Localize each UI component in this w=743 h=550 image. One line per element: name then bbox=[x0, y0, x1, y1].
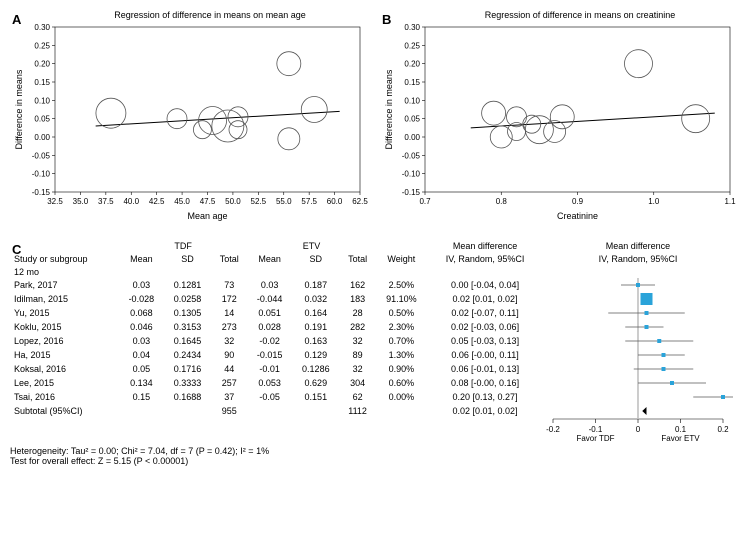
panel-c: C TDF ETV Mean difference Mean differenc… bbox=[10, 240, 733, 466]
panel-b: B Regression of difference in means on c… bbox=[380, 10, 740, 222]
svg-text:1.0: 1.0 bbox=[648, 197, 660, 206]
svg-text:37.5: 37.5 bbox=[98, 197, 114, 206]
svg-text:0.8: 0.8 bbox=[496, 197, 508, 206]
svg-text:Favor ETV: Favor ETV bbox=[661, 434, 700, 442]
svg-text:0.05: 0.05 bbox=[34, 115, 50, 124]
svg-text:40.0: 40.0 bbox=[123, 197, 139, 206]
table-row: Ha, 20150.040.243490-0.0150.129891.30%0.… bbox=[10, 348, 733, 362]
svg-text:0.00: 0.00 bbox=[404, 133, 420, 142]
panel-c-label: C bbox=[12, 242, 21, 257]
md-header: Mean difference bbox=[427, 240, 543, 252]
overall-effect-text: Test for overall effect: Z = 5.15 (P < 0… bbox=[10, 456, 733, 466]
table-row: Koksal, 20160.050.171644-0.010.1286320.9… bbox=[10, 362, 733, 376]
svg-text:1.1: 1.1 bbox=[724, 197, 736, 206]
weight-h: Weight bbox=[376, 252, 427, 266]
table-row: Yu, 20150.0680.1305140.0510.164280.50%0.… bbox=[10, 306, 733, 320]
svg-text:52.5: 52.5 bbox=[251, 197, 267, 206]
svg-text:0.30: 0.30 bbox=[34, 23, 50, 32]
etv-group-label: ETV bbox=[247, 240, 375, 252]
panel-b-label: B bbox=[382, 12, 391, 27]
svg-text:0: 0 bbox=[636, 425, 641, 434]
svg-text:-0.15: -0.15 bbox=[402, 188, 421, 197]
table-row: Tsai, 20160.150.168837-0.050.151620.00%0… bbox=[10, 390, 733, 404]
svg-text:-0.15: -0.15 bbox=[32, 188, 51, 197]
svg-text:0.00: 0.00 bbox=[34, 133, 50, 142]
tdf-mean-h: Mean bbox=[119, 252, 164, 266]
svg-text:-0.10: -0.10 bbox=[402, 170, 421, 179]
md-sub-h: IV, Random, 95%CI bbox=[427, 252, 543, 266]
svg-text:-0.2: -0.2 bbox=[546, 425, 560, 434]
panel-a-title: Regression of difference in means on mea… bbox=[50, 10, 370, 20]
svg-text:45.0: 45.0 bbox=[174, 197, 190, 206]
svg-text:Difference in means: Difference in means bbox=[14, 69, 24, 149]
scatter-chart-b: -0.15 -0.10 -0.05 0.00 0.05 0.10 0.15 0.20 0.25 0… bbox=[380, 22, 740, 222]
table-row: Lopez, 20160.030.164532-0.020.163320.70%… bbox=[10, 334, 733, 348]
svg-text:50.0: 50.0 bbox=[225, 197, 241, 206]
tdf-group-label: TDF bbox=[119, 240, 247, 252]
tdf-sd-h: SD bbox=[164, 252, 211, 266]
svg-text:62.5: 62.5 bbox=[352, 197, 368, 206]
svg-text:60.0: 60.0 bbox=[327, 197, 343, 206]
heterogeneity-text: Heterogeneity: Tau² = 0.00; Chi² = 7.04,… bbox=[10, 446, 733, 456]
study-header: Study or subgroup bbox=[10, 252, 119, 266]
svg-text:0.10: 0.10 bbox=[404, 96, 420, 105]
forest-table: TDF ETV Mean difference Mean difference … bbox=[10, 240, 733, 442]
svg-text:0.1: 0.1 bbox=[675, 425, 687, 434]
svg-text:47.5: 47.5 bbox=[200, 197, 216, 206]
svg-text:0.15: 0.15 bbox=[404, 78, 420, 87]
svg-text:55.0: 55.0 bbox=[276, 197, 292, 206]
svg-text:0.05: 0.05 bbox=[404, 115, 420, 124]
table-row: Lee, 20150.1340.33332570.0530.6293040.60… bbox=[10, 376, 733, 390]
svg-text:-0.1: -0.1 bbox=[589, 425, 603, 434]
svg-text:0.30: 0.30 bbox=[404, 23, 420, 32]
svg-text:0.10: 0.10 bbox=[34, 96, 50, 105]
table-row: Koklu, 20150.0460.31532730.0280.1912822.… bbox=[10, 320, 733, 334]
panel-b-title: Regression of difference in means on cre… bbox=[420, 10, 740, 20]
svg-text:0.25: 0.25 bbox=[404, 41, 420, 50]
svg-text:Difference in means: Difference in means bbox=[384, 69, 394, 149]
svg-text:0.9: 0.9 bbox=[572, 197, 584, 206]
etv-total-h: Total bbox=[340, 252, 376, 266]
svg-text:0.20: 0.20 bbox=[34, 60, 50, 69]
svg-text:Creatinine: Creatinine bbox=[557, 211, 598, 221]
subtotal-row: Subtotal (95%CI)95511120.02 [0.01, 0.02] bbox=[10, 404, 733, 418]
md-header-plot: Mean difference bbox=[543, 240, 733, 252]
svg-text:-0.10: -0.10 bbox=[32, 170, 51, 179]
svg-text:0.25: 0.25 bbox=[34, 41, 50, 50]
svg-text:-0.05: -0.05 bbox=[32, 151, 51, 160]
md-sub-plot-h: IV, Random, 95%CI bbox=[543, 252, 733, 266]
svg-text:0.7: 0.7 bbox=[419, 197, 431, 206]
svg-text:Favor TDF: Favor TDF bbox=[576, 434, 614, 442]
svg-text:32.5: 32.5 bbox=[47, 197, 63, 206]
svg-text:57.5: 57.5 bbox=[301, 197, 317, 206]
svg-text:42.5: 42.5 bbox=[149, 197, 165, 206]
svg-text:0.2: 0.2 bbox=[717, 425, 729, 434]
svg-text:35.0: 35.0 bbox=[73, 197, 89, 206]
scatter-chart-a: -0.15 -0.10 -0.05 0.00 0.05 0.10 0.15 0.20 0.25 0… bbox=[10, 22, 370, 222]
tdf-total-h: Total bbox=[211, 252, 247, 266]
svg-text:0.15: 0.15 bbox=[34, 78, 50, 87]
table-row: Park, 20170.030.1281730.030.1871622.50%0… bbox=[10, 278, 733, 292]
svg-text:0.20: 0.20 bbox=[404, 60, 420, 69]
table-row: Idilman, 2015-0.0280.0258172-0.0440.0321… bbox=[10, 292, 733, 306]
subgroup-label: 12 mo bbox=[10, 266, 733, 278]
svg-text:Mean age: Mean age bbox=[187, 211, 227, 221]
etv-sd-h: SD bbox=[292, 252, 339, 266]
panel-a-label: A bbox=[12, 12, 21, 27]
svg-text:-0.05: -0.05 bbox=[402, 151, 421, 160]
etv-mean-h: Mean bbox=[247, 252, 292, 266]
panel-a: A Regression of difference in means on m… bbox=[10, 10, 370, 222]
